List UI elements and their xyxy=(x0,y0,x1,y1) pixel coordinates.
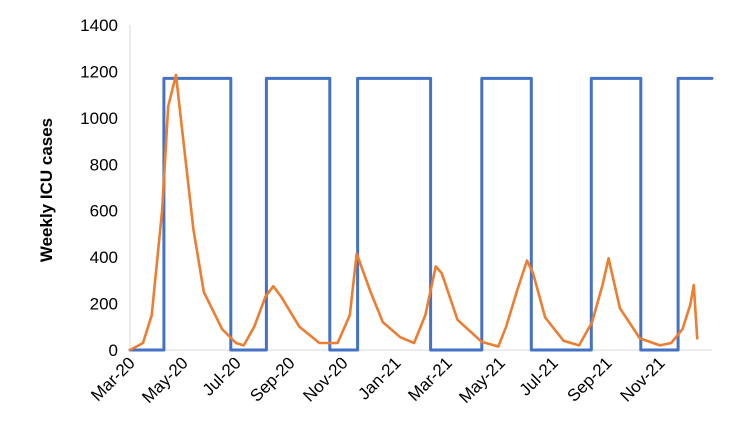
y-tick-label: 200 xyxy=(90,295,118,314)
x-tick-label: Sep-21 xyxy=(564,353,616,405)
orange-icu-series-line xyxy=(128,73,699,352)
x-tick-label: Sep-20 xyxy=(246,353,298,405)
x-tick-labels: Mar-20 May-20 Jul-20 Sep-20 Nov-20 Jan-21 Mar-… xyxy=(87,353,668,407)
x-tick-label: Jan-21 xyxy=(354,353,404,403)
x-tick-label: Jul-21 xyxy=(516,353,562,399)
plot-frame xyxy=(129,25,712,351)
x-tick-label: Nov-21 xyxy=(617,353,669,405)
y-tick-label: 400 xyxy=(90,248,118,267)
x-tick-label: May-20 xyxy=(138,353,192,407)
series-layer xyxy=(128,73,714,352)
x-tick-label: May-21 xyxy=(455,353,509,407)
y-tick-label: 1000 xyxy=(80,109,118,128)
x-tick-label: Mar-21 xyxy=(404,353,456,405)
y-tick-label: 800 xyxy=(90,155,118,174)
y-tick-label: 600 xyxy=(90,202,118,221)
blue-step-series-line xyxy=(128,76,714,352)
y-tick-label: 0 xyxy=(109,341,118,360)
y-tick-labels: 0 200 400 600 800 1000 1200 1400 xyxy=(80,16,118,360)
y-tick-label: 1400 xyxy=(80,16,118,35)
x-tick-label: Nov-20 xyxy=(299,353,351,405)
y-axis-title: Weekly ICU cases xyxy=(37,118,56,262)
y-tick-label: 1200 xyxy=(80,62,118,81)
x-tick-label: Jul-20 xyxy=(199,353,245,399)
x-tick-label: Mar-20 xyxy=(87,353,139,405)
